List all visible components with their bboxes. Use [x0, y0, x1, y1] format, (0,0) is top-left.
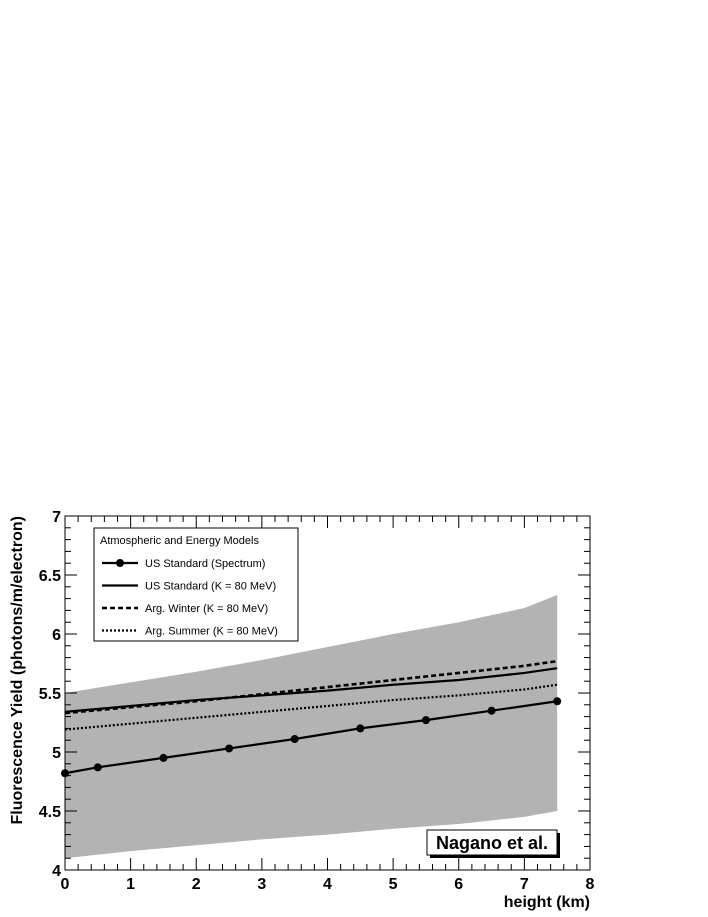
y-axis-title: Fluorescence Yield (photons/m/electron) — [9, 516, 26, 825]
x-tick-label-6: 6 — [454, 876, 463, 893]
series-0-point-3 — [225, 744, 234, 753]
series-line-1 — [64, 667, 558, 713]
nagano-annotation: Nagano et al. — [426, 829, 560, 858]
y-tick-label-5: 6.5 — [39, 568, 61, 585]
y-tick-label-0: 4 — [52, 863, 61, 880]
x-tick-label-3: 3 — [257, 876, 266, 893]
annotation-text: Nagano et al. — [436, 833, 548, 853]
legend-items: US Standard (Spectrum) US Standard (K = 8… — [102, 558, 278, 638]
y-tick-label-3: 5.5 — [39, 686, 61, 703]
uncertainty-band-layer — [65, 595, 558, 859]
y-tick-label-2: 5 — [52, 745, 61, 762]
y-tick-label-6: 7 — [52, 509, 61, 526]
series-0-point-8 — [553, 697, 562, 706]
y-axis: 4 4.5 5 5.5 6 6.5 7 — [39, 509, 590, 880]
x-tick-label-1: 1 — [126, 876, 135, 893]
x-tick-label-7: 7 — [520, 876, 529, 893]
legend-label-0: US Standard (Spectrum) — [145, 558, 265, 570]
x-tick-label-8: 8 — [586, 876, 595, 893]
series-layer — [61, 659, 562, 778]
legend-label-1: US Standard (K = 80 MeV) — [145, 581, 276, 593]
x-tick-label-0: 0 — [61, 876, 70, 893]
x-axis: 0 1 2 3 4 5 6 7 8 — [61, 516, 595, 893]
y-tick-label-4: 6 — [52, 627, 61, 644]
legend-label-3: Arg. Summer (K = 80 MeV) — [145, 626, 278, 638]
x-tick-label-4: 4 — [323, 876, 332, 893]
series-0-point-7 — [487, 706, 496, 715]
legend-label-2: Arg. Winter (K = 80 MeV) — [145, 603, 268, 615]
series-0-point-2 — [159, 753, 168, 762]
series-0-point-6 — [421, 716, 430, 725]
x-tick-label-5: 5 — [389, 876, 398, 893]
series-0-point-5 — [356, 724, 365, 733]
legend-marker-0 — [116, 559, 124, 567]
x-tick-label-2: 2 — [192, 876, 201, 893]
series-1 — [64, 667, 558, 713]
uncertainty-band — [65, 595, 558, 859]
series-0 — [61, 697, 562, 778]
series-0-point-1 — [93, 763, 102, 772]
legend: Atmospheric and Energy Models US Standar… — [93, 527, 299, 642]
y-tick-label-1: 4.5 — [39, 804, 61, 821]
x-axis-title: height (km) — [504, 894, 590, 911]
annotation-box — [426, 829, 558, 856]
legend-title: Atmospheric and Energy Models — [100, 535, 259, 547]
series-0-point-4 — [290, 735, 299, 744]
